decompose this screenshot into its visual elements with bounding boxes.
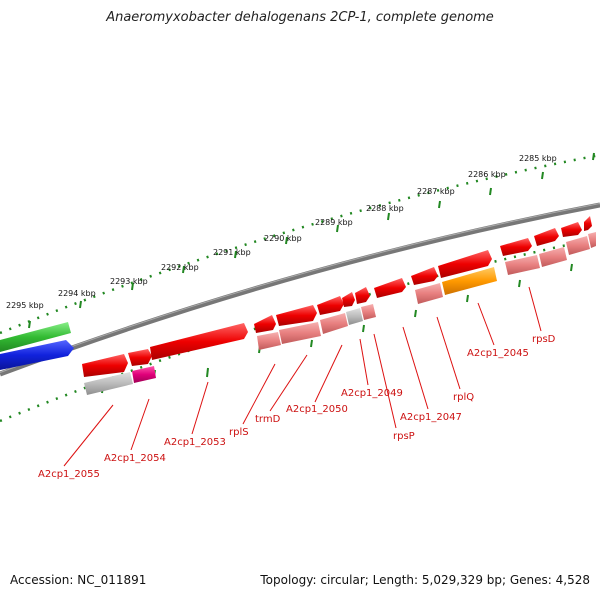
scale-label: 2294 kbp [58,289,96,298]
feature-block [320,313,348,334]
scale-label: 2286 kbp [468,170,506,179]
feature-block [415,283,443,304]
gene-label: A2cp1_2053 [164,437,226,448]
feature-block [279,322,321,344]
gene-arrow [500,238,532,256]
gene-label: A2cp1_2047 [400,412,462,423]
genome-stats-text: Topology: circular; Length: 5,029,329 bp… [260,573,590,587]
feature-block [84,372,133,395]
green-track [0,322,71,352]
scale-label: 2289 kbp [315,218,353,227]
gene-label: rpsP [393,431,415,442]
gene-arrow [82,354,128,377]
gene-label: trmD [255,414,281,425]
outer-major-ticks [28,152,595,329]
scale-label: 2288 kbp [366,204,404,213]
feature-block [132,366,156,383]
gene-arrow [150,323,248,360]
blue-track [0,340,74,370]
scale-labels: 2295 kbp 2294 kbp 2293 kbp 2292 kbp 2291… [6,154,557,310]
inner-scale-track [0,236,600,423]
diagram-title: Anaeromyxobacter dehalogenans 2CP-1, com… [106,10,494,25]
gene-label: A2cp1_2049 [341,388,403,399]
gene-arrow [128,349,152,366]
feature-block [257,332,281,350]
gene-arrow [374,278,406,298]
scale-label: 2292 kbp [161,263,199,272]
feature-block [442,267,497,295]
scale-label: 2290 kbp [264,234,302,243]
gene-label: rplS [229,427,249,438]
feature-block [588,232,596,248]
gene-label: A2cp1_2045 [467,348,529,359]
feature-block [505,255,540,275]
gene-arrow [276,305,317,326]
gene-arrow [254,315,276,333]
gene-labels: A2cp1_2055 A2cp1_2054 A2cp1_2053 rplS tr… [38,334,556,480]
scale-label: 2287 kbp [417,187,455,196]
gene-label: rpsD [532,334,556,345]
gene-arrow [438,250,492,278]
gene-label: rplQ [453,392,474,403]
gene-label: A2cp1_2055 [38,469,100,480]
gene-arrow [317,296,344,315]
forward-genes [82,216,592,377]
gene-leader-lines [63,286,542,467]
outer-scale-track [0,153,600,335]
scale-label: 2293 kbp [110,277,148,286]
scale-label: 2291 kbp [213,248,251,257]
gene-arrow [411,267,438,285]
gene-arrow [534,228,559,246]
feature-block [346,308,363,325]
gene-arrow [584,216,592,231]
gene-arrow [561,222,582,237]
feature-block [361,304,376,320]
accession-text: Accession: NC_011891 [10,573,147,587]
feature-block [566,236,590,255]
gene-arrow [342,292,355,307]
scale-label: 2295 kbp [6,301,44,310]
gene-label: A2cp1_2050 [286,404,348,415]
feature-block [539,247,567,267]
scale-label: 2285 kbp [519,154,557,163]
genome-backbone-highlight [0,203,600,373]
gene-arrow [355,287,370,304]
genome-backbone [0,202,600,377]
gene-label: A2cp1_2054 [104,453,166,464]
feature-blocks [84,232,596,395]
